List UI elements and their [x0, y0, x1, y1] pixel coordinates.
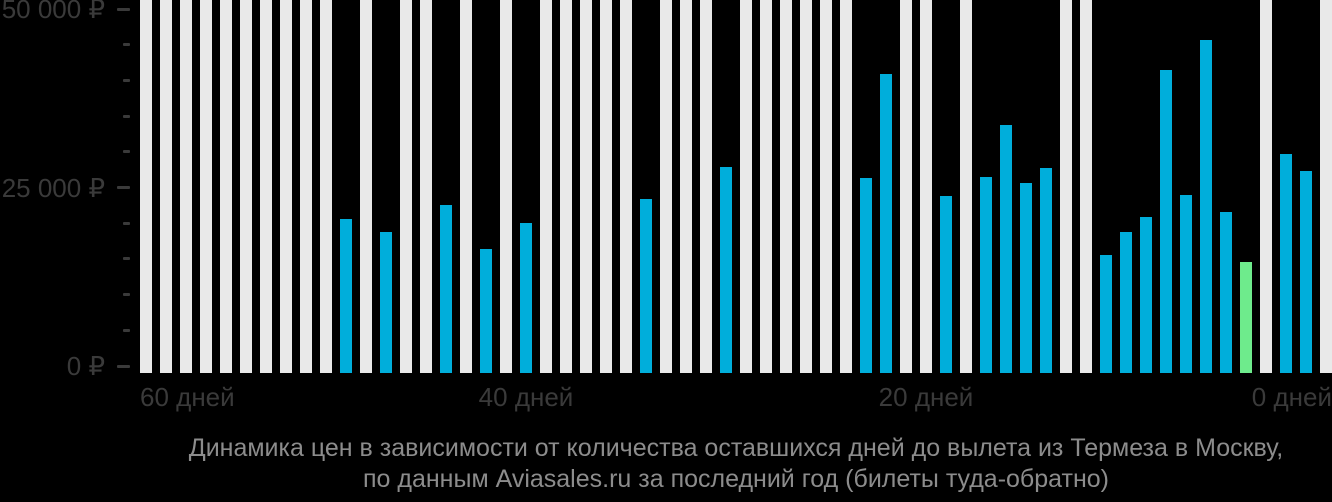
bar-no-data-day-26 — [800, 0, 812, 373]
y-minor-tick-5000 — [123, 329, 130, 332]
bar-no-data-day-25 — [820, 0, 832, 373]
bar-price-day-17 — [980, 177, 992, 373]
x-axis: 60 дней 40 дней 20 дней 0 дней — [140, 382, 1332, 414]
bar-price-day-5 — [1220, 212, 1232, 373]
bar-no-data-day-27 — [780, 0, 792, 373]
bar-price-day-34 — [640, 199, 652, 373]
x-axis-label-20: 20 дней — [878, 382, 974, 412]
y-minor-tick-45000 — [123, 43, 130, 46]
bar-no-data-day-43 — [460, 0, 472, 373]
bar-price-day-7 — [1180, 195, 1192, 373]
bar-price-day-40 — [520, 223, 532, 373]
bar-no-data-day-31 — [700, 0, 712, 373]
y-axis-label-50000: 50 000 ₽ — [1, 0, 105, 24]
bar-price-day-16 — [1000, 125, 1012, 373]
y-axis-label-25000: 25 000 ₽ — [1, 173, 105, 203]
bar-price-day-42 — [480, 249, 492, 373]
y-major-tick-0 — [117, 365, 130, 368]
chart-title-line2: по данным Aviasales.ru за последний год … — [363, 465, 1109, 493]
bar-no-data-day-46 — [400, 0, 412, 373]
bar-price-day-8 — [1160, 70, 1172, 373]
bar-price-day-23 — [860, 178, 872, 373]
x-axis-label-60: 60 дней — [140, 382, 235, 412]
chart-title-line1: Динамика цен в зависимости от количества… — [188, 434, 1284, 462]
bar-lowest-price-day-4 — [1240, 262, 1252, 373]
bar-price-day-49 — [340, 219, 352, 373]
y-minor-tick-30000 — [123, 150, 130, 153]
bar-price-day-19 — [940, 196, 952, 373]
y-minor-tick-40000 — [123, 79, 130, 82]
plot-area — [140, 0, 1332, 373]
bar-price-day-6 — [1200, 40, 1212, 373]
bar-no-data-day-52 — [280, 0, 292, 373]
bar-no-data-day-0 — [1320, 0, 1332, 373]
bar-no-data-day-24 — [840, 0, 852, 373]
bar-price-day-10 — [1120, 232, 1132, 373]
bar-price-day-14 — [1040, 168, 1052, 373]
bar-no-data-day-56 — [200, 0, 212, 373]
y-minor-tick-15000 — [123, 257, 130, 260]
bar-no-data-day-53 — [260, 0, 272, 373]
y-minor-tick-35000 — [123, 115, 130, 118]
y-major-tick-25000 — [117, 186, 130, 189]
bar-no-data-day-36 — [600, 0, 612, 373]
bar-no-data-day-48 — [360, 0, 372, 373]
bar-no-data-day-41 — [500, 0, 512, 373]
bar-no-data-day-35 — [620, 0, 632, 373]
bar-no-data-day-37 — [580, 0, 592, 373]
chart-title: Динамика цен в зависимости от количества… — [140, 433, 1332, 495]
bar-no-data-day-54 — [240, 0, 252, 373]
bar-price-day-1 — [1300, 171, 1312, 373]
bar-no-data-day-20 — [920, 0, 932, 373]
bar-price-day-9 — [1140, 217, 1152, 373]
bar-no-data-day-29 — [740, 0, 752, 373]
bar-no-data-day-50 — [320, 0, 332, 373]
y-minor-tick-10000 — [123, 293, 130, 296]
bar-no-data-day-33 — [660, 0, 672, 373]
bar-no-data-day-38 — [560, 0, 572, 373]
bar-no-data-day-55 — [220, 0, 232, 373]
bar-no-data-day-18 — [960, 0, 972, 373]
bar-no-data-day-39 — [540, 0, 552, 373]
bar-no-data-day-28 — [760, 0, 772, 373]
bar-no-data-day-21 — [900, 0, 912, 373]
bar-no-data-day-12 — [1080, 0, 1092, 373]
bar-no-data-day-51 — [300, 0, 312, 373]
bar-no-data-day-57 — [180, 0, 192, 373]
bar-price-day-11 — [1100, 255, 1112, 373]
x-axis-label-0: 0 дней — [1251, 382, 1332, 412]
bar-price-day-2 — [1280, 154, 1292, 373]
y-axis-label-0: 0 ₽ — [66, 351, 105, 381]
bar-price-day-30 — [720, 167, 732, 373]
bar-no-data-day-59 — [140, 0, 152, 373]
bar-price-day-15 — [1020, 183, 1032, 373]
bar-no-data-day-58 — [160, 0, 172, 373]
bar-no-data-day-45 — [420, 0, 432, 373]
bar-price-day-44 — [440, 205, 452, 373]
bar-no-data-day-32 — [680, 0, 692, 373]
bar-price-day-22 — [880, 74, 892, 373]
x-axis-label-40: 40 дней — [478, 382, 574, 412]
bar-no-data-day-13 — [1060, 0, 1072, 373]
bar-price-day-47 — [380, 232, 392, 373]
y-minor-tick-20000 — [123, 222, 130, 225]
y-major-tick-50000 — [117, 8, 130, 11]
bar-no-data-day-3 — [1260, 0, 1272, 373]
